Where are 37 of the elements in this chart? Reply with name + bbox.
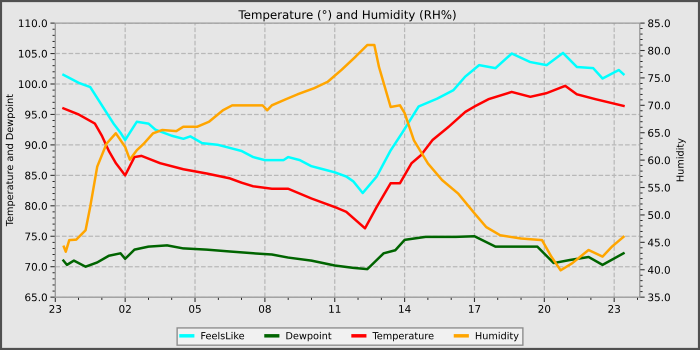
x-tick-label: 02 xyxy=(119,304,131,313)
x-tick-label: 08 xyxy=(258,304,271,313)
y-tick-label: 90.0 xyxy=(25,141,47,150)
y-axis-title: Temperature and Dewpoint xyxy=(6,94,16,226)
legend-label: Dewpoint xyxy=(286,332,332,342)
y2-tick-label: 85.0 xyxy=(648,19,670,28)
y2-tick-label: 35.0 xyxy=(648,293,670,302)
x-tick-label: 11 xyxy=(329,305,340,313)
y2-tick-label: 45.0 xyxy=(648,238,670,246)
y-tick-label: 100.0 xyxy=(18,80,47,88)
legend-label: FeelsLike xyxy=(201,332,244,340)
y-tick-label: 65.0 xyxy=(25,293,47,302)
x-tick-label: 20 xyxy=(538,304,550,313)
y2-axis-title: Humidity xyxy=(676,138,686,182)
y2-tick-label: 70.0 xyxy=(648,102,670,110)
y2-tick-label: 80.0 xyxy=(648,46,670,55)
x-tick-label: 23 xyxy=(49,304,62,313)
y2-tick-label: 65.0 xyxy=(648,128,670,137)
y2-tick-label: 50.0 xyxy=(648,211,670,220)
legend-label: Temperature xyxy=(372,332,434,342)
y-tick-label: 110.0 xyxy=(18,19,47,28)
legend-label: Humidity xyxy=(476,332,519,342)
y2-tick-label: 75.0 xyxy=(648,74,670,82)
x-tick-label: 23 xyxy=(608,304,620,313)
x-tick-label: 17 xyxy=(468,305,480,313)
y2-tick-label: 60.0 xyxy=(648,156,670,164)
y-tick-label: 95.0 xyxy=(25,110,47,119)
y-tick-label: 105.0 xyxy=(18,50,47,58)
x-tick-label: 05 xyxy=(189,304,201,313)
x-tick-label: 14 xyxy=(399,305,411,313)
y-tick-label: 75.0 xyxy=(25,232,47,240)
y-tick-label: 85.0 xyxy=(25,172,47,180)
chart-title: Temperature (°) and Humidity (RH%) xyxy=(238,10,456,22)
y2-tick-label: 40.0 xyxy=(648,266,670,274)
y2-tick-label: 55.0 xyxy=(648,184,670,192)
y-tick-label: 70.0 xyxy=(25,262,47,271)
y-tick-label: 80.0 xyxy=(25,202,47,210)
